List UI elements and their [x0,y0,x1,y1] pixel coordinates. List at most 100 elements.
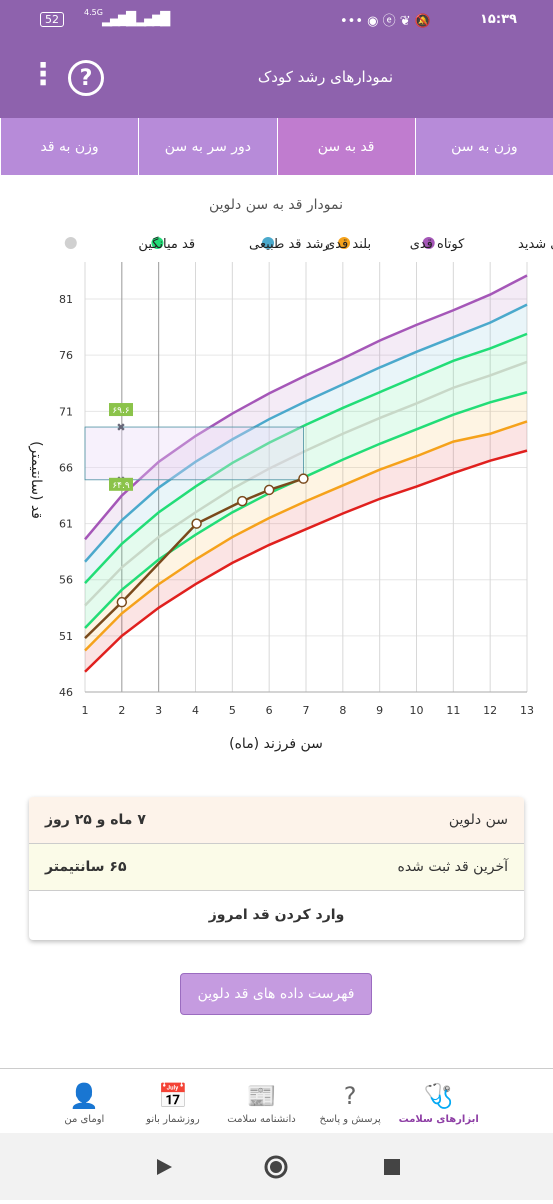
x-tick-label: 2 [118,704,125,717]
legend-label: رشد قد طبیعی [249,237,330,252]
legend-label: بلند قدی شدید [518,237,553,252]
back-button[interactable] [157,1159,172,1175]
nav-label: روزشمار بانو [146,1114,200,1125]
clock: ۱۵:۳۹ [480,12,517,27]
menu-button[interactable]: ⋮ [28,57,58,92]
y-tick-label: 81 [59,293,73,306]
app-bar: ⋮ ? نمودارهای رشد کودک [0,40,553,118]
home-button[interactable] [264,1155,288,1179]
nav-label: پرسش و پاسخ [319,1114,381,1125]
x-tick-label: 9 [376,704,383,717]
x-tick-label: 4 [192,704,199,717]
band [85,275,527,562]
info-card: سن دلوین ۷ ماه و ۲۵ روز آخرین قد ثبت شده ۶… [29,797,524,940]
nav-icon: 🩺 [423,1082,454,1110]
y-axis-label: قد (سانتیمتر) [28,441,44,519]
band [85,392,527,651]
y-tick-label: 46 [59,686,73,699]
legend-label: کوتاه قدی [410,237,465,252]
growth-curve [84,303,528,563]
growth-curve [84,360,528,607]
nav-icon: ? [343,1082,357,1110]
tab-bar: وزن به سن قد به سن دور سر به سن وزن به قد [0,118,553,175]
nav-item[interactable]: 🩺 ابزارهای سلامت [394,1069,483,1133]
nav-label: دانشنامه سلامت [227,1114,296,1125]
legend-label: بلند قدی [325,237,371,252]
legend-dot [262,237,275,249]
chart: نمودار قد به سن دلوین بلند قدی شدید کوتاه … [28,197,553,752]
legend-dot [422,237,435,249]
system-buttons [157,1155,400,1179]
y-tick-label: 71 [59,405,73,418]
info-row: سن دلوین ۷ ماه و ۲۵ روز [29,797,524,844]
x-tick-label: 10 [410,704,424,717]
nav-label: اومای من [64,1114,105,1125]
nav-label: ابزارهای سلامت [398,1114,479,1125]
x-tick-label: 1 [82,704,89,717]
marker-cross: ✖ [116,421,125,434]
band [85,304,527,584]
info-label: سن دلوین [448,812,508,828]
info-value: ۷ ماه و ۲۵ روز [45,812,146,828]
x-tick-label: 6 [266,704,273,717]
nav-item[interactable]: 👤 اومای من [40,1069,129,1133]
recents-button[interactable] [384,1159,400,1175]
legend-dot [151,237,164,249]
growth-curve [84,332,528,584]
add-height-button[interactable]: وارد کردن قد امروز [208,906,345,923]
chart-title: نمودار قد به سن دلوین [209,197,343,213]
x-tick-label: 7 [303,704,310,717]
band [85,333,527,606]
x-tick-label: 11 [446,704,460,717]
growth-curve [84,449,528,673]
status-icons: ••• ◉ ⓔ ❦ 🔕 [340,14,431,29]
help-button[interactable]: ? [68,60,104,96]
y-tick-label: 76 [59,349,73,362]
marker-label: ۶۹.۶ [112,406,130,416]
x-tick-label: 8 [339,704,346,717]
home-dot [270,1161,282,1173]
child-point [263,484,275,496]
legend-dot [64,237,77,249]
highlight-box [84,426,304,481]
child-point [116,596,128,608]
nav-icon: 👤 [69,1082,100,1110]
y-tick-label: 51 [59,630,73,643]
info-row: آخرین قد ثبت شده ۶۵ سانتیمتر [29,844,524,891]
nav-icon: 📰 [246,1082,277,1110]
child-point [237,495,248,507]
status-bar: 52 4.5G ▂▄▆█ ▂▄▆█ ••• ◉ ⓔ ❦ 🔕 ۱۵:۳۹ [0,0,553,40]
x-tick-label: 3 [155,704,162,717]
x-tick-label: 13 [520,704,534,717]
app-title: نمودارهای رشد کودک [257,68,393,86]
tab[interactable]: وزن به قد [0,118,138,175]
x-axis-label: سن فرزند (ماه) [229,736,323,752]
y-tick-label: 56 [59,574,73,587]
info-label: آخرین قد ثبت شده [397,859,509,875]
child-point [191,518,202,529]
nav-item[interactable]: 📅 روزشمار بانو [129,1069,218,1133]
tab[interactable]: وزن به سن [414,118,553,175]
battery: 52 [40,12,64,27]
signal-icon: ▂▄▆█ ▂▄▆█ [102,12,170,27]
band [85,421,527,672]
nav-item[interactable]: 📰 دانشنامه سلامت [217,1069,306,1133]
list-button[interactable]: فهرست داده های قد دلوین [180,973,372,1015]
nav-icon: 📅 [157,1082,188,1110]
growth-curve [84,420,528,652]
system-nav [0,1133,553,1200]
tab[interactable]: قد به سن [276,118,415,175]
x-tick-label: 12 [483,704,497,717]
child-line [84,477,304,640]
marker-tag [109,403,133,417]
legend-dot [338,237,351,249]
y-tick-label: 61 [59,518,73,531]
info-value: ۶۵ سانتیمتر [45,859,127,875]
network: 4.5G [84,8,103,17]
growth-curve [84,274,528,541]
tab[interactable]: دور سر به سن [138,118,276,175]
nav-item[interactable]: ? پرسش و پاسخ [306,1069,395,1133]
legend-label: قد میانگین [138,236,195,252]
x-tick-label: 5 [229,704,236,717]
